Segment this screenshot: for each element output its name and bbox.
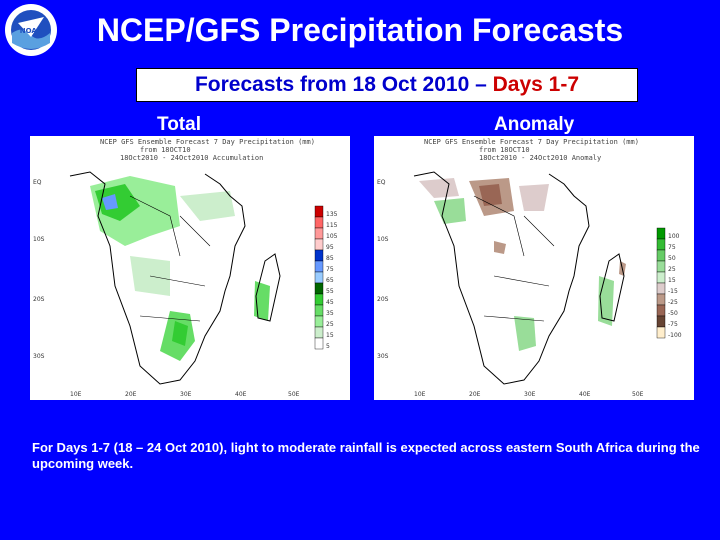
legend-swatch — [314, 293, 324, 306]
legend-swatch — [314, 315, 324, 328]
legend-swatch — [656, 304, 666, 317]
legend-label: 5 — [326, 343, 330, 350]
legend-label: 25 — [668, 266, 676, 273]
forecast-subtitle: Forecasts from 18 Oct 2010 – Days 1-7 — [136, 68, 638, 102]
svg-text:20S: 20S — [33, 296, 45, 303]
svg-text:30S: 30S — [33, 353, 45, 360]
legend-swatch — [314, 282, 324, 295]
legend-label: 85 — [326, 255, 334, 262]
subtitle-prefix: Forecasts from 18 Oct 2010 – — [194, 73, 493, 96]
page-title: NCEP/GFS Precipitation Forecasts — [96, 12, 624, 48]
noaa-logo: NOAA — [4, 3, 58, 57]
lat-axis: EQ 10S 20S 30S — [33, 179, 45, 360]
svg-text:20E: 20E — [469, 391, 481, 398]
legend-label: 75 — [326, 266, 334, 273]
svg-text:50E: 50E — [632, 391, 644, 398]
svg-text:40E: 40E — [235, 391, 247, 398]
map-title-line-3: 18Oct2010 - 24Oct2010 Anomaly — [479, 154, 601, 162]
subtitle-highlight: Days 1-7 — [492, 73, 580, 96]
svg-text:20E: 20E — [125, 391, 137, 398]
legend-swatch — [314, 205, 324, 218]
legend-label: 50 — [668, 255, 676, 262]
legend-label: -75 — [668, 321, 678, 328]
anomaly-panel-label: Anomaly — [494, 114, 575, 135]
map-title-line-3: 18Oct2010 - 24Oct2010 Accumulation — [120, 154, 263, 162]
legend-label: 105 — [326, 233, 338, 240]
map-title-line-1: NCEP GFS Ensemble Forecast 7 Day Precipi… — [100, 138, 315, 146]
legend-swatch — [314, 326, 324, 339]
map-title-line-1: NCEP GFS Ensemble Forecast 7 Day Precipi… — [424, 138, 639, 146]
legend-swatch — [656, 249, 666, 262]
map-title-line-2: from 18OCT10 — [140, 146, 191, 154]
madagascar — [255, 253, 281, 322]
anomaly-shading — [419, 178, 626, 351]
svg-text:EQ: EQ — [377, 179, 386, 186]
legend-swatch — [314, 216, 324, 229]
lon-axis: 10E 20E 30E 40E 50E — [70, 391, 300, 398]
legend-label: 65 — [326, 277, 334, 284]
legend-swatch — [656, 260, 666, 273]
legend-swatch — [656, 271, 666, 284]
legend-label: 25 — [326, 321, 334, 328]
legend-swatch — [656, 238, 666, 251]
svg-text:50E: 50E — [288, 391, 300, 398]
anomaly-precip-map: NCEP GFS Ensemble Forecast 7 Day Precipi… — [374, 136, 694, 400]
madagascar — [599, 253, 625, 322]
legend-label: 75 — [668, 244, 676, 251]
map-title-line-2: from 18OCT10 — [479, 146, 530, 154]
legend-label: 45 — [326, 299, 334, 306]
legend-swatch — [314, 337, 324, 350]
legend-label: 15 — [668, 277, 676, 284]
total-precip-map: NCEP GFS Ensemble Forecast 7 Day Precipi… — [30, 136, 350, 400]
coastline — [69, 171, 246, 385]
legend-swatch — [314, 227, 324, 240]
svg-text:30S: 30S — [377, 353, 389, 360]
legend-label: -15 — [668, 288, 678, 295]
precip-shading — [90, 176, 270, 361]
svg-text:20S: 20S — [377, 296, 389, 303]
legend-swatch — [656, 315, 666, 328]
legend-label: -25 — [668, 299, 678, 306]
lat-axis: EQ 10S 20S 30S — [377, 179, 389, 360]
legend-label: 135 — [326, 211, 338, 218]
legend-label: 115 — [326, 222, 338, 229]
legend-label: -100 — [668, 332, 682, 339]
total-legend: 135 115 105 95 85 75 65 55 45 35 25 15 5 — [314, 205, 338, 350]
svg-text:EQ: EQ — [33, 179, 42, 186]
svg-text:10E: 10E — [70, 391, 82, 398]
svg-text:40E: 40E — [579, 391, 591, 398]
legend-label: 15 — [326, 332, 334, 339]
svg-text:10S: 10S — [377, 236, 389, 243]
svg-text:10S: 10S — [33, 236, 45, 243]
legend-swatch — [314, 260, 324, 273]
svg-text:10E: 10E — [414, 391, 426, 398]
legend-swatch — [314, 238, 324, 251]
anomaly-legend: 100 75 50 25 15 -15 -25 -50 -75 -100 — [656, 227, 682, 339]
svg-text:30E: 30E — [180, 391, 192, 398]
forecast-caption: For Days 1-7 (18 – 24 Oct 2010), light t… — [32, 440, 700, 471]
legend-swatch — [314, 304, 324, 317]
coastline — [413, 171, 590, 385]
total-panel-label: Total — [157, 114, 201, 135]
legend-label: 95 — [326, 244, 334, 251]
legend-swatch — [314, 249, 324, 262]
legend-label: 35 — [326, 310, 334, 317]
legend-swatch — [314, 271, 324, 284]
legend-swatch — [656, 282, 666, 295]
logo-text: NOAA — [20, 27, 43, 35]
legend-swatch — [656, 326, 666, 339]
legend-label: 55 — [326, 288, 334, 295]
legend-swatch — [656, 293, 666, 306]
svg-text:30E: 30E — [524, 391, 536, 398]
lon-axis: 10E 20E 30E 40E 50E — [414, 391, 644, 398]
legend-swatch — [656, 227, 666, 240]
legend-label: 100 — [668, 233, 680, 240]
legend-label: -50 — [668, 310, 678, 317]
